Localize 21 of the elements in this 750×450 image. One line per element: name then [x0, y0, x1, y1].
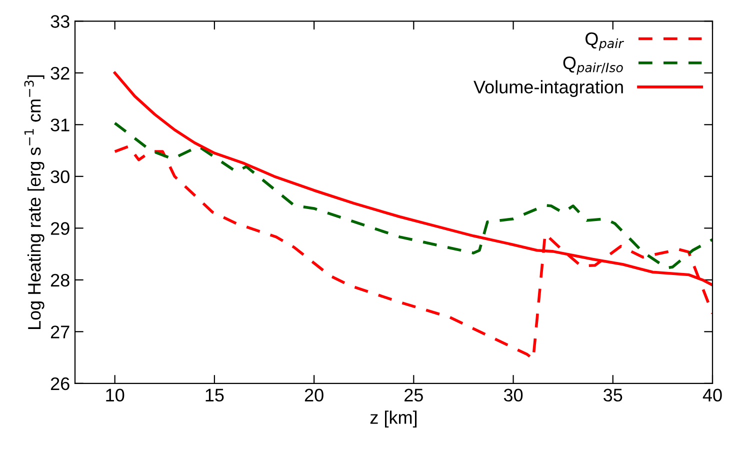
- legend-label: Q$_{pair/Iso}$: [563, 56, 623, 75]
- y-tick-label: 32: [50, 66, 70, 80]
- y-tick-label: 31: [50, 118, 70, 132]
- legend-label: Q$_{pair}$: [586, 32, 624, 51]
- x-tick-label: 35: [604, 388, 622, 402]
- line-series: [113, 122, 712, 270]
- y-tick-label: 30: [50, 170, 70, 184]
- x-tick-label: 25: [404, 388, 423, 402]
- y-axis-title: Log Heating rate [erg s$^{−1}$ cm$^{−3}$]: [24, 75, 44, 329]
- x-tick-label: 30: [504, 388, 523, 402]
- x-tick-label: 20: [304, 388, 324, 402]
- y-tick-label: 33: [50, 15, 70, 28]
- y-tick-label: 29: [50, 222, 70, 235]
- y-tick-label: 28: [50, 274, 70, 287]
- y-tick-label: 27: [50, 326, 70, 338]
- legend-label: Volume-intagration: [474, 80, 623, 98]
- x-tick-label: 10: [106, 388, 124, 402]
- x-tick-label: 15: [206, 388, 224, 402]
- x-axis-title: z [km]: [370, 410, 417, 428]
- x-tick-label: 40: [702, 388, 722, 402]
- y-tick-label: 26: [50, 377, 70, 390]
